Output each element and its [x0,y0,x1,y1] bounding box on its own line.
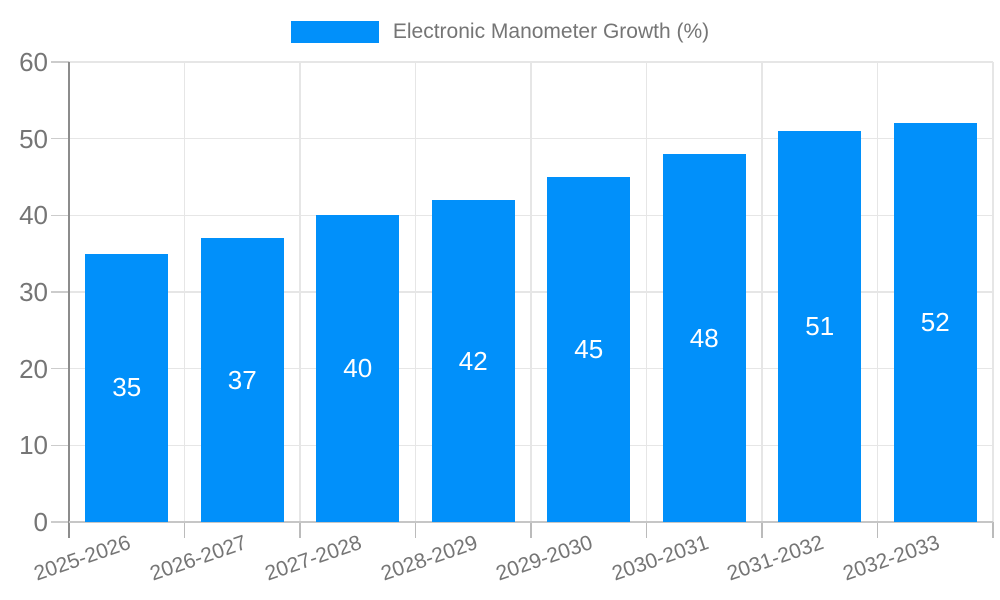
y-axis-tick [51,367,69,370]
x-axis-tick [761,522,763,538]
x-axis-tick [992,522,994,538]
gridline-vertical [992,62,994,522]
x-axis-label: 2026-2027 [146,531,250,586]
bar-value-label: 37 [227,364,257,395]
y-axis-tick [51,444,69,447]
y-axis-tick-label: 60 [19,47,48,77]
bar-value-label: 52 [920,307,950,338]
bar-value-label: 48 [689,322,719,353]
gridline-vertical [645,62,648,522]
x-axis-label: 2032-2033 [839,531,943,586]
bar-2025-2026[interactable]: 35 [85,253,169,522]
bar-2027-2028[interactable]: 40 [316,215,400,522]
bar-2028-2029[interactable]: 42 [431,200,515,522]
legend-label: Electronic Manometer Growth (%) [392,20,710,43]
bar-2026-2027[interactable]: 37 [200,238,284,522]
y-axis-tick [51,291,69,293]
x-axis-label: 2025-2026 [31,531,134,586]
y-axis-tick-label: 50 [19,123,48,154]
y-axis-tick [51,521,69,523]
bar-2029-2030[interactable]: 45 [547,177,631,522]
legend[interactable]: Electronic Manometer Growth (%) [0,20,1000,44]
bar-value-label: 42 [458,345,488,376]
x-axis-tick [414,522,417,538]
gridline-vertical [761,62,763,522]
x-axis-tick [183,522,186,538]
y-axis-tick [51,137,69,140]
gridline-vertical [530,62,532,522]
bar-value-label: 51 [805,311,835,341]
gridline-vertical [414,62,417,522]
x-axis-label: 2029-2030 [493,531,596,586]
x-axis-label: 2027-2028 [262,531,365,586]
x-axis-label: 2028-2029 [377,531,481,586]
x-axis-line [69,521,993,523]
x-axis-tick [530,522,532,538]
gridline-vertical [299,62,301,522]
bar-value-label: 45 [574,334,604,364]
x-axis-label: 2031-2032 [724,531,827,586]
x-axis-label: 2030-2031 [608,531,712,586]
y-axis-tick [51,214,69,217]
bar-2032-2033[interactable]: 52 [893,123,977,522]
y-axis-tick-label: 0 [33,507,48,537]
legend-swatch-icon [290,21,379,43]
x-axis-tick [299,522,301,538]
gridline-vertical [183,62,186,522]
y-axis-tick-label: 30 [19,277,48,307]
bar-value-label: 35 [112,372,142,403]
y-axis-tick [51,61,69,63]
x-axis-tick [645,522,648,538]
y-axis-tick-label: 10 [19,430,48,461]
bar-2031-2032[interactable]: 51 [778,131,862,522]
bar-2030-2031[interactable]: 48 [662,154,746,522]
y-axis-line [68,62,70,538]
gridline-vertical [876,62,879,522]
bar-value-label: 40 [343,353,373,384]
y-axis-tick-label: 20 [19,353,48,384]
x-axis-tick [876,522,879,538]
y-axis-tick-label: 40 [19,200,48,231]
